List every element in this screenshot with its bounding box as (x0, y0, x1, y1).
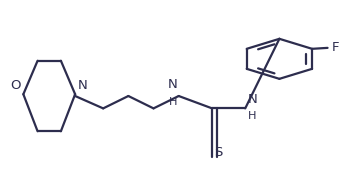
Text: F: F (332, 41, 339, 54)
Text: N: N (247, 94, 257, 107)
Text: N: N (77, 79, 87, 92)
Text: O: O (11, 79, 21, 92)
Text: S: S (214, 146, 222, 159)
Text: H: H (247, 111, 256, 121)
Text: N: N (168, 78, 178, 91)
Text: H: H (169, 97, 178, 107)
